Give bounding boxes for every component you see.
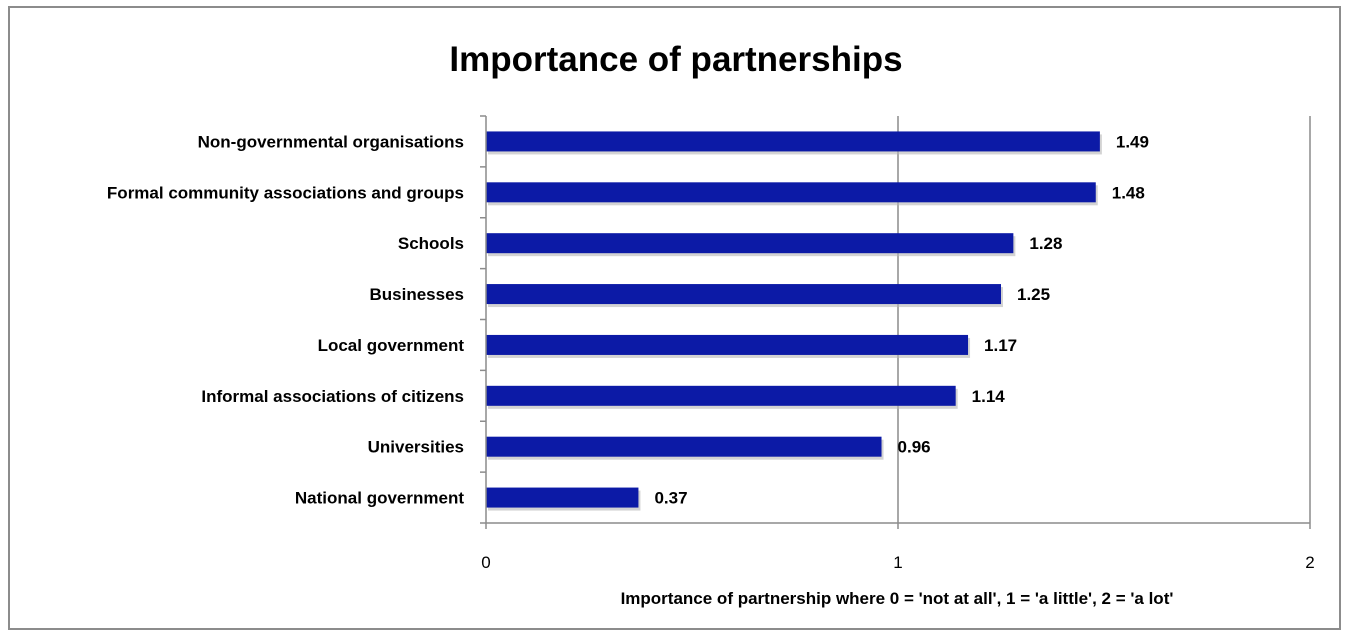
bar [486, 385, 956, 406]
bar [486, 487, 639, 508]
x-axis-title: Importance of partnership where 0 = 'not… [621, 589, 1174, 608]
bar [486, 436, 882, 457]
value-label: 0.37 [654, 489, 687, 508]
category-label: National government [295, 489, 464, 508]
bar [486, 284, 1001, 305]
category-labels: Non-governmental organisations Formal com… [107, 132, 464, 507]
category-label: Local government [318, 336, 465, 355]
x-tick-labels: 0 1 2 [481, 553, 1314, 572]
bar [486, 334, 969, 355]
category-label: Businesses [370, 285, 465, 304]
category-label: Non-governmental organisations [198, 132, 464, 151]
category-label: Universities [368, 438, 464, 457]
value-label: 1.49 [1116, 132, 1149, 151]
bars [486, 131, 1102, 511]
x-tick-label: 0 [481, 553, 490, 572]
value-label: 1.48 [1112, 183, 1145, 202]
bar [486, 182, 1096, 203]
category-label: Schools [398, 234, 464, 253]
value-label: 1.14 [972, 387, 1006, 406]
category-label: Informal associations of citizens [201, 387, 464, 406]
value-label: 1.25 [1017, 285, 1050, 304]
value-labels: 1.49 1.48 1.28 1.25 1.17 1.14 0.96 0.37 [654, 132, 1149, 507]
value-label: 0.96 [898, 438, 931, 457]
bar [486, 233, 1014, 254]
chart-title: Importance of partnerships [449, 40, 902, 79]
chart-frame [8, 6, 1341, 630]
bar [486, 131, 1100, 152]
value-label: 1.28 [1029, 234, 1062, 253]
axes [480, 115, 1311, 529]
gridlines [897, 116, 1311, 523]
value-label: 1.17 [984, 336, 1017, 355]
x-tick-label: 2 [1305, 553, 1314, 572]
category-label: Formal community associations and groups [107, 183, 464, 202]
x-tick-label: 1 [893, 553, 902, 572]
